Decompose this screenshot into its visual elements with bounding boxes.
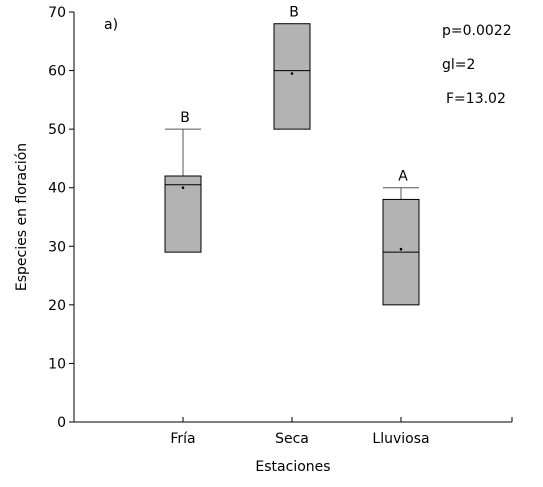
group-letter: B <box>180 110 190 126</box>
mean-point <box>182 186 185 189</box>
box-lluviosa: A <box>383 169 419 305</box>
y-tick-label: 70 <box>48 5 66 21</box>
panel-label: a) <box>104 17 118 33</box>
box-seca: B <box>274 5 310 129</box>
x-axis-label: Estaciones <box>255 459 330 475</box>
y-axis-label: Especies en floración <box>14 143 30 291</box>
stat-annotation: F=13.02 <box>446 91 506 107</box>
x-tick-label: Fría <box>170 431 195 447</box>
y-tick-label: 40 <box>48 181 66 197</box>
plot-area: B B A <box>165 5 419 305</box>
y-tick-label: 50 <box>48 122 66 138</box>
mean-point <box>291 72 294 75</box>
mean-point <box>400 248 403 251</box>
y-tick-label: 30 <box>48 239 66 255</box>
group-letter: A <box>398 169 408 185</box>
group-letter: B <box>289 5 299 21</box>
y-tick-label: 20 <box>48 298 66 314</box>
stat-annotation: p=0.0022 <box>442 23 512 39</box>
y-tick-label: 0 <box>57 415 66 431</box>
box-fría: B <box>165 110 201 252</box>
x-tick-label: Seca <box>275 431 309 447</box>
stat-annotation: gl=2 <box>442 57 475 73</box>
x-tick-label: Lluviosa <box>372 431 429 447</box>
y-tick-label: 10 <box>48 356 66 372</box>
y-tick-label: 60 <box>48 64 66 80</box>
box-iqr <box>274 24 310 129</box>
stats-annotations: p=0.0022 gl=2 F=13.02 <box>442 23 512 107</box>
